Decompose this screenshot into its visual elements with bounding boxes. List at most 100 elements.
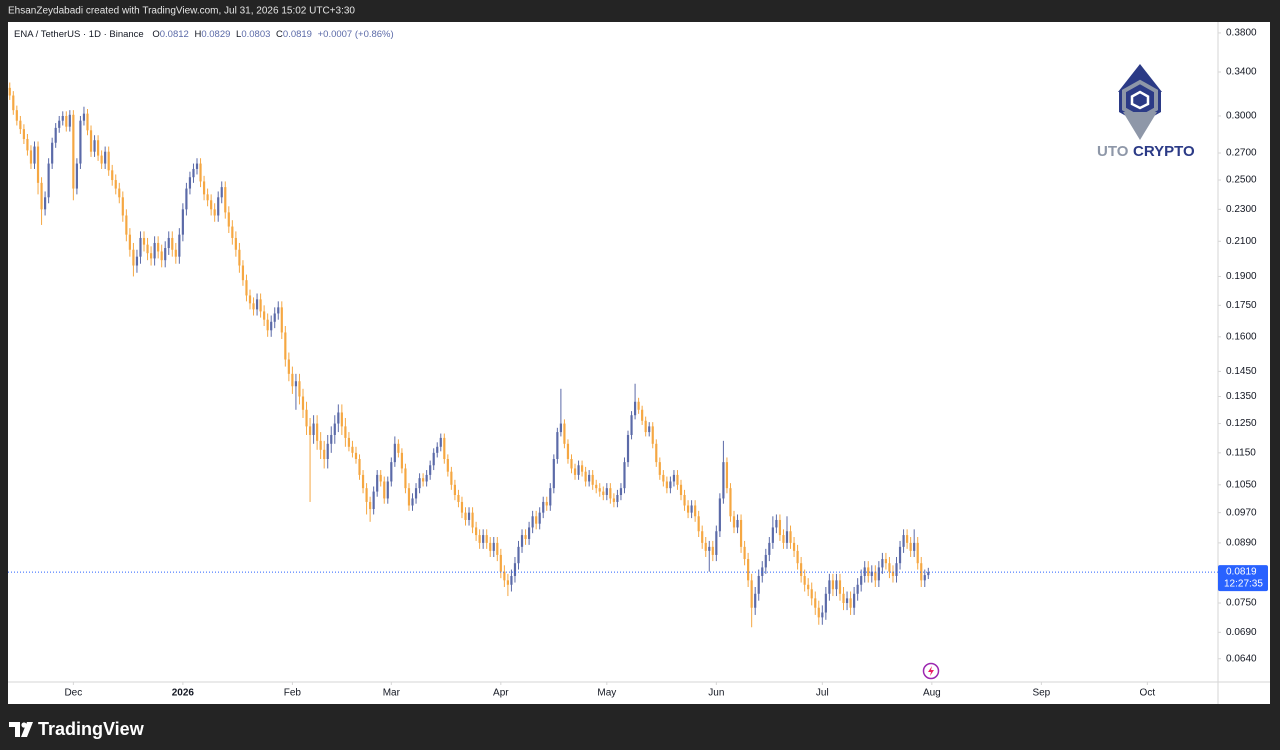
candle-body	[527, 527, 531, 539]
candle-body	[93, 140, 96, 152]
candle-body	[386, 481, 389, 499]
candle-body	[686, 505, 690, 513]
candle-body	[22, 129, 25, 139]
candle-body	[595, 484, 598, 489]
candle-body	[810, 589, 813, 599]
candle-body	[845, 598, 849, 604]
candle-body	[43, 197, 47, 210]
candle-body	[432, 452, 435, 466]
candle-body	[870, 571, 873, 576]
x-tick-label: Sep	[1032, 688, 1050, 699]
candle-body	[316, 423, 319, 441]
candle-body	[619, 488, 623, 495]
candle-body	[729, 488, 732, 517]
high-value: 0.0829	[201, 29, 230, 40]
candle-body	[125, 215, 128, 235]
candle-body	[19, 120, 22, 130]
y-tick-label: 0.2500	[1226, 175, 1257, 186]
y-tick-label: 0.1900	[1226, 271, 1257, 282]
x-tick-label: Mar	[383, 688, 401, 699]
candle-body	[51, 142, 54, 164]
alert-icon[interactable]	[922, 662, 940, 680]
candle-body	[838, 580, 842, 594]
candle-body	[715, 531, 718, 555]
chart-panel	[8, 22, 1270, 704]
candle-body	[121, 197, 124, 216]
candle-body	[259, 299, 262, 312]
candle-body	[475, 527, 478, 536]
candle-body	[580, 465, 584, 472]
candle-body	[347, 437, 351, 447]
candle-body	[856, 584, 859, 594]
y-tick-label: 0.2700	[1226, 148, 1257, 159]
high-label: H	[194, 29, 201, 40]
candle-body	[54, 127, 57, 143]
y-tick-label: 0.1450	[1226, 366, 1257, 377]
y-tick-label: 0.2100	[1226, 236, 1257, 247]
candle-body	[563, 423, 566, 444]
candle-body	[535, 516, 538, 524]
candle-body	[443, 437, 446, 460]
candle-body	[202, 181, 206, 195]
candle-body	[538, 512, 541, 524]
candle-body	[849, 598, 852, 608]
candle-body	[411, 498, 414, 506]
candle-body	[877, 567, 880, 581]
candle-body	[305, 409, 308, 427]
candle-body	[234, 237, 237, 250]
x-tick-label: Dec	[64, 688, 82, 699]
candle-body	[524, 535, 527, 539]
candle-body	[255, 299, 259, 310]
candle-body	[718, 498, 721, 532]
candle-body	[842, 593, 845, 604]
candle-body	[478, 535, 481, 543]
candle-body	[446, 459, 449, 472]
candle-body	[111, 170, 114, 181]
candle-body	[58, 120, 61, 128]
candle-body	[404, 468, 407, 489]
candle-body	[160, 251, 163, 261]
candle-body	[393, 443, 396, 463]
last-price-label: 0.0819	[1226, 567, 1257, 578]
candle-body	[383, 481, 386, 499]
candle-body	[358, 459, 361, 475]
candle-body	[467, 512, 471, 520]
candle-body	[655, 443, 658, 463]
candle-body	[330, 434, 333, 444]
candle-body	[26, 138, 29, 151]
candle-body	[775, 519, 778, 528]
candle-body	[747, 559, 750, 581]
candle-body	[824, 593, 827, 613]
candle-body	[181, 209, 184, 235]
footer-brand: TradingView	[38, 719, 145, 739]
candle-body	[100, 155, 103, 164]
candle-body	[390, 462, 393, 482]
candle-body	[220, 187, 223, 198]
candle-body	[376, 474, 379, 492]
x-tick-label: 2026	[172, 688, 195, 699]
y-tick-label: 0.2300	[1226, 204, 1257, 215]
candle-body	[132, 249, 135, 266]
candle-body	[248, 295, 252, 304]
candle-body	[400, 452, 404, 469]
candle-body	[644, 420, 647, 433]
candle-body	[263, 311, 266, 320]
candle-body	[807, 584, 810, 590]
candle-body	[722, 462, 725, 499]
candle-body	[612, 498, 615, 502]
candle-body	[361, 474, 365, 489]
candle-body	[778, 519, 782, 536]
candle-body	[407, 488, 411, 506]
candle-body	[895, 563, 898, 576]
candle-body	[492, 542, 495, 551]
candle-body	[340, 412, 343, 427]
candle-body	[425, 474, 428, 482]
candle-body	[241, 265, 245, 281]
candle-body	[75, 163, 78, 189]
candle-body	[898, 546, 902, 564]
candle-body	[736, 519, 739, 528]
candle-body	[761, 567, 764, 576]
y-tick-label: 0.0640	[1226, 653, 1257, 664]
candle-body	[669, 481, 672, 489]
